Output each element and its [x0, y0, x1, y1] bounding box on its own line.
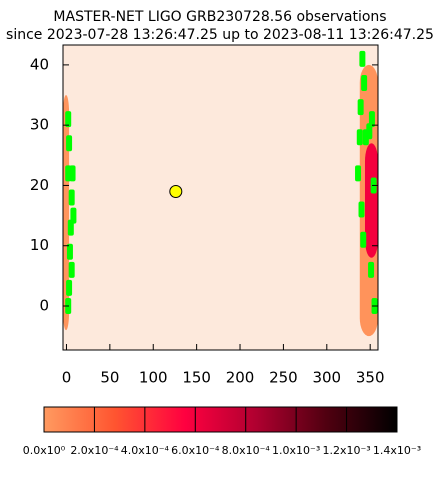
- field-marker: [66, 279, 73, 296]
- y-tick-label: 20: [30, 176, 49, 194]
- x-tick-label: 300: [312, 369, 341, 387]
- field-marker: [368, 111, 375, 128]
- field-marker: [68, 261, 75, 278]
- field-marker: [356, 129, 363, 146]
- x-tick-label: 150: [182, 369, 211, 387]
- plot-frame: [62, 44, 379, 351]
- field-marker: [355, 165, 362, 182]
- field-marker: [361, 74, 368, 91]
- field-marker: [359, 50, 366, 67]
- sun-marker: [169, 184, 183, 198]
- plot-layer: [63, 50, 378, 337]
- x-tick-label: 0: [62, 369, 72, 387]
- colorbar-tick-label: 4.0x10⁻⁴: [121, 444, 170, 457]
- colorbar-tick-label: 1.2x10⁻³: [322, 444, 370, 457]
- field-marker: [357, 99, 364, 116]
- colorbar: [43, 406, 398, 433]
- plot-background: [63, 45, 378, 350]
- y-tick-label: 10: [30, 236, 49, 254]
- colorbar-tick-label: 1.0x10⁻³: [272, 444, 320, 457]
- field-marker: [360, 231, 367, 248]
- chart-subtitle: since 2023-07-28 13:26:47.25 up to 2023-…: [6, 27, 434, 43]
- field-marker: [69, 165, 76, 182]
- field-marker: [68, 189, 75, 206]
- colorbar-tick-label: 8.0x10⁻⁴: [222, 444, 271, 457]
- colorbar-tick-label: 1.4x10⁻³: [373, 444, 421, 457]
- field-marker: [67, 219, 74, 236]
- probability-region: [364, 143, 378, 258]
- x-tick-label: 50: [100, 369, 119, 387]
- colorbar-tick-label: 2.0x10⁻⁴: [70, 444, 119, 457]
- field-marker: [65, 111, 72, 128]
- y-tick-label: 0: [39, 296, 49, 314]
- x-tick-label: 350: [356, 369, 385, 387]
- field-marker: [368, 261, 375, 278]
- x-tick-label: 200: [226, 369, 255, 387]
- field-marker: [66, 243, 73, 260]
- x-tick-label: 100: [139, 369, 168, 387]
- probability-region: [63, 95, 70, 331]
- x-tick-label: 250: [269, 369, 298, 387]
- y-tick-label: 30: [30, 116, 49, 134]
- colorbar-tick-label: 6.0x10⁻⁴: [171, 444, 220, 457]
- field-marker: [66, 135, 73, 152]
- chart-title: MASTER-NET LIGO GRB230728.56 observation…: [53, 9, 386, 25]
- colorbar-tick-label: 0.0x10⁰: [23, 444, 66, 457]
- field-marker: [70, 207, 77, 224]
- field-marker: [366, 123, 373, 140]
- y-tick-label: 40: [30, 55, 49, 73]
- field-marker: [358, 201, 365, 218]
